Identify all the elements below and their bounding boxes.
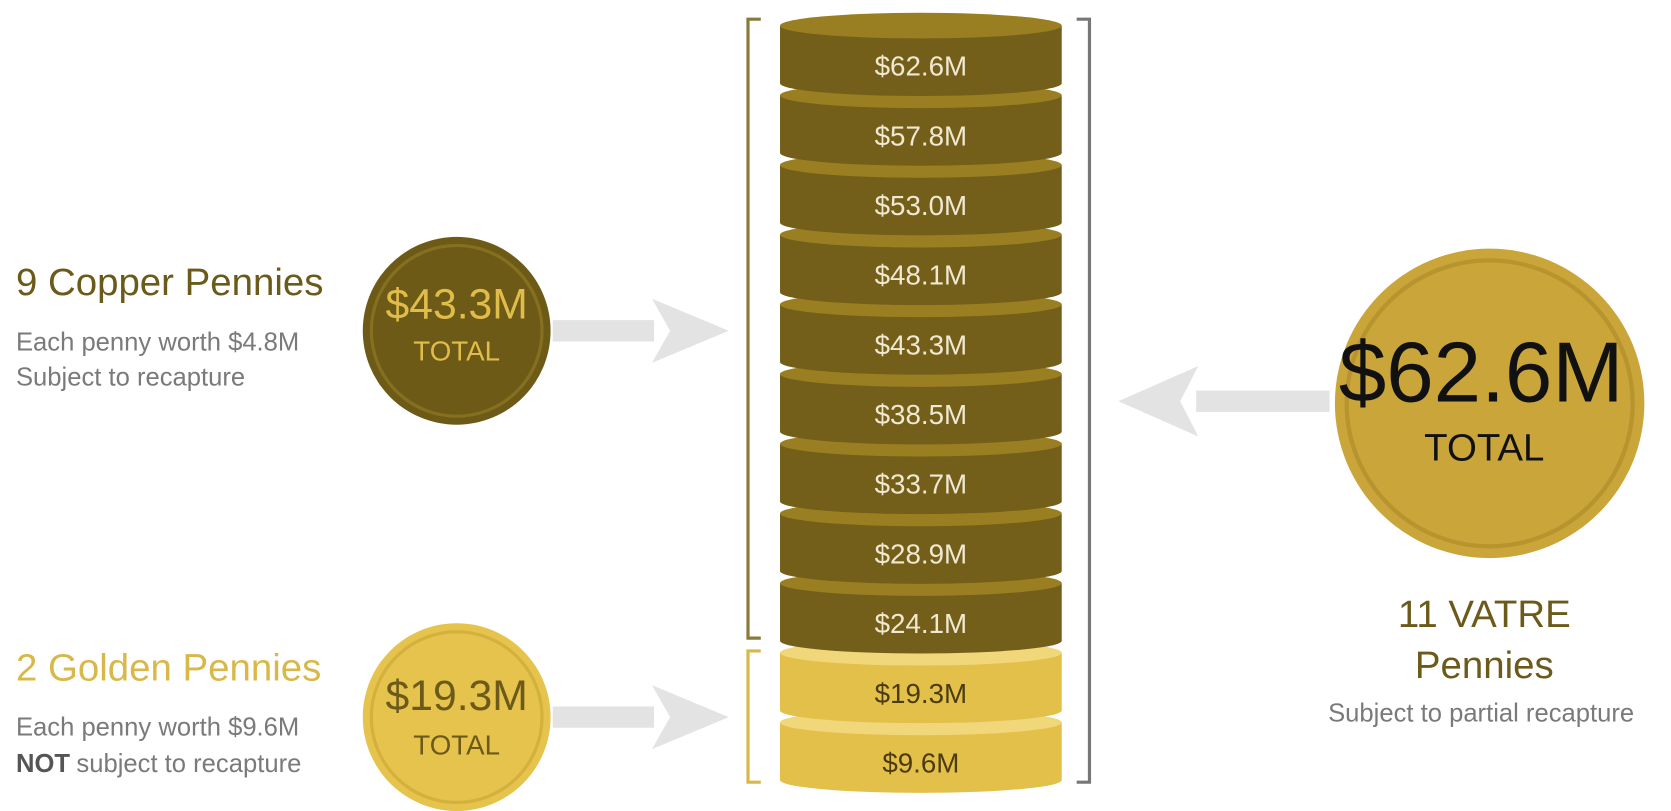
disc-label: $24.1M [875,608,968,639]
vatre-title: 11 VATRE [1398,593,1571,636]
infographic: 9 Copper Pennies Each penny worth $4.8M … [0,0,1671,811]
total-bracket [1077,19,1090,782]
copper-coin [363,237,551,425]
copper-disc: $62.6M [780,13,1062,96]
disc-label: $57.8M [875,120,968,151]
arrow [553,685,729,749]
copper-line: Each penny worth $4.8M [16,328,299,356]
copper-bracket [748,19,761,638]
vatre-coin-label: TOTAL [1424,426,1544,469]
disc-label: $38.5M [875,399,968,430]
golden-coin-value: $19.3M [386,672,528,720]
copper-title: 9 Copper Pennies [16,261,323,304]
disc-label: $33.7M [875,469,968,500]
disc-label: $53.0M [875,190,968,221]
disc-label: $43.3M [875,329,968,360]
disc-top [780,13,1062,39]
golden-emphasis: NOT [16,750,70,778]
coin-stack: $9.6M $19.3M $24.1M $28.9M $33.7M $38.5M $43.3… [780,13,1062,793]
disc-label: $48.1M [875,260,968,291]
golden-rest: subject to recapture [76,750,301,778]
vatre-coin-value: $62.6M [1339,325,1624,420]
golden-line: Each penny worth $9.6M [16,714,299,742]
copper-coin-value: $43.3M [386,281,528,329]
vatre-title: Pennies [1415,644,1554,687]
disc-label: $9.6M [882,747,959,778]
arrow [1118,366,1329,436]
arrow [553,299,729,363]
golden-bracket [748,651,761,782]
disc-label: $19.3M [875,678,968,709]
disc-label: $28.9M [875,538,968,569]
page: { "copper": { "title": "9 Copper Pennies… [0,0,1671,811]
disc-label: $62.6M [875,51,968,82]
vatre-subtitle: Subject to partial recapture [1328,700,1634,728]
copper-line: Subject to recapture [16,364,245,392]
golden-title: 2 Golden Pennies [16,646,321,689]
copper-coin-label: TOTAL [413,336,500,367]
golden-coin-label: TOTAL [413,729,500,760]
